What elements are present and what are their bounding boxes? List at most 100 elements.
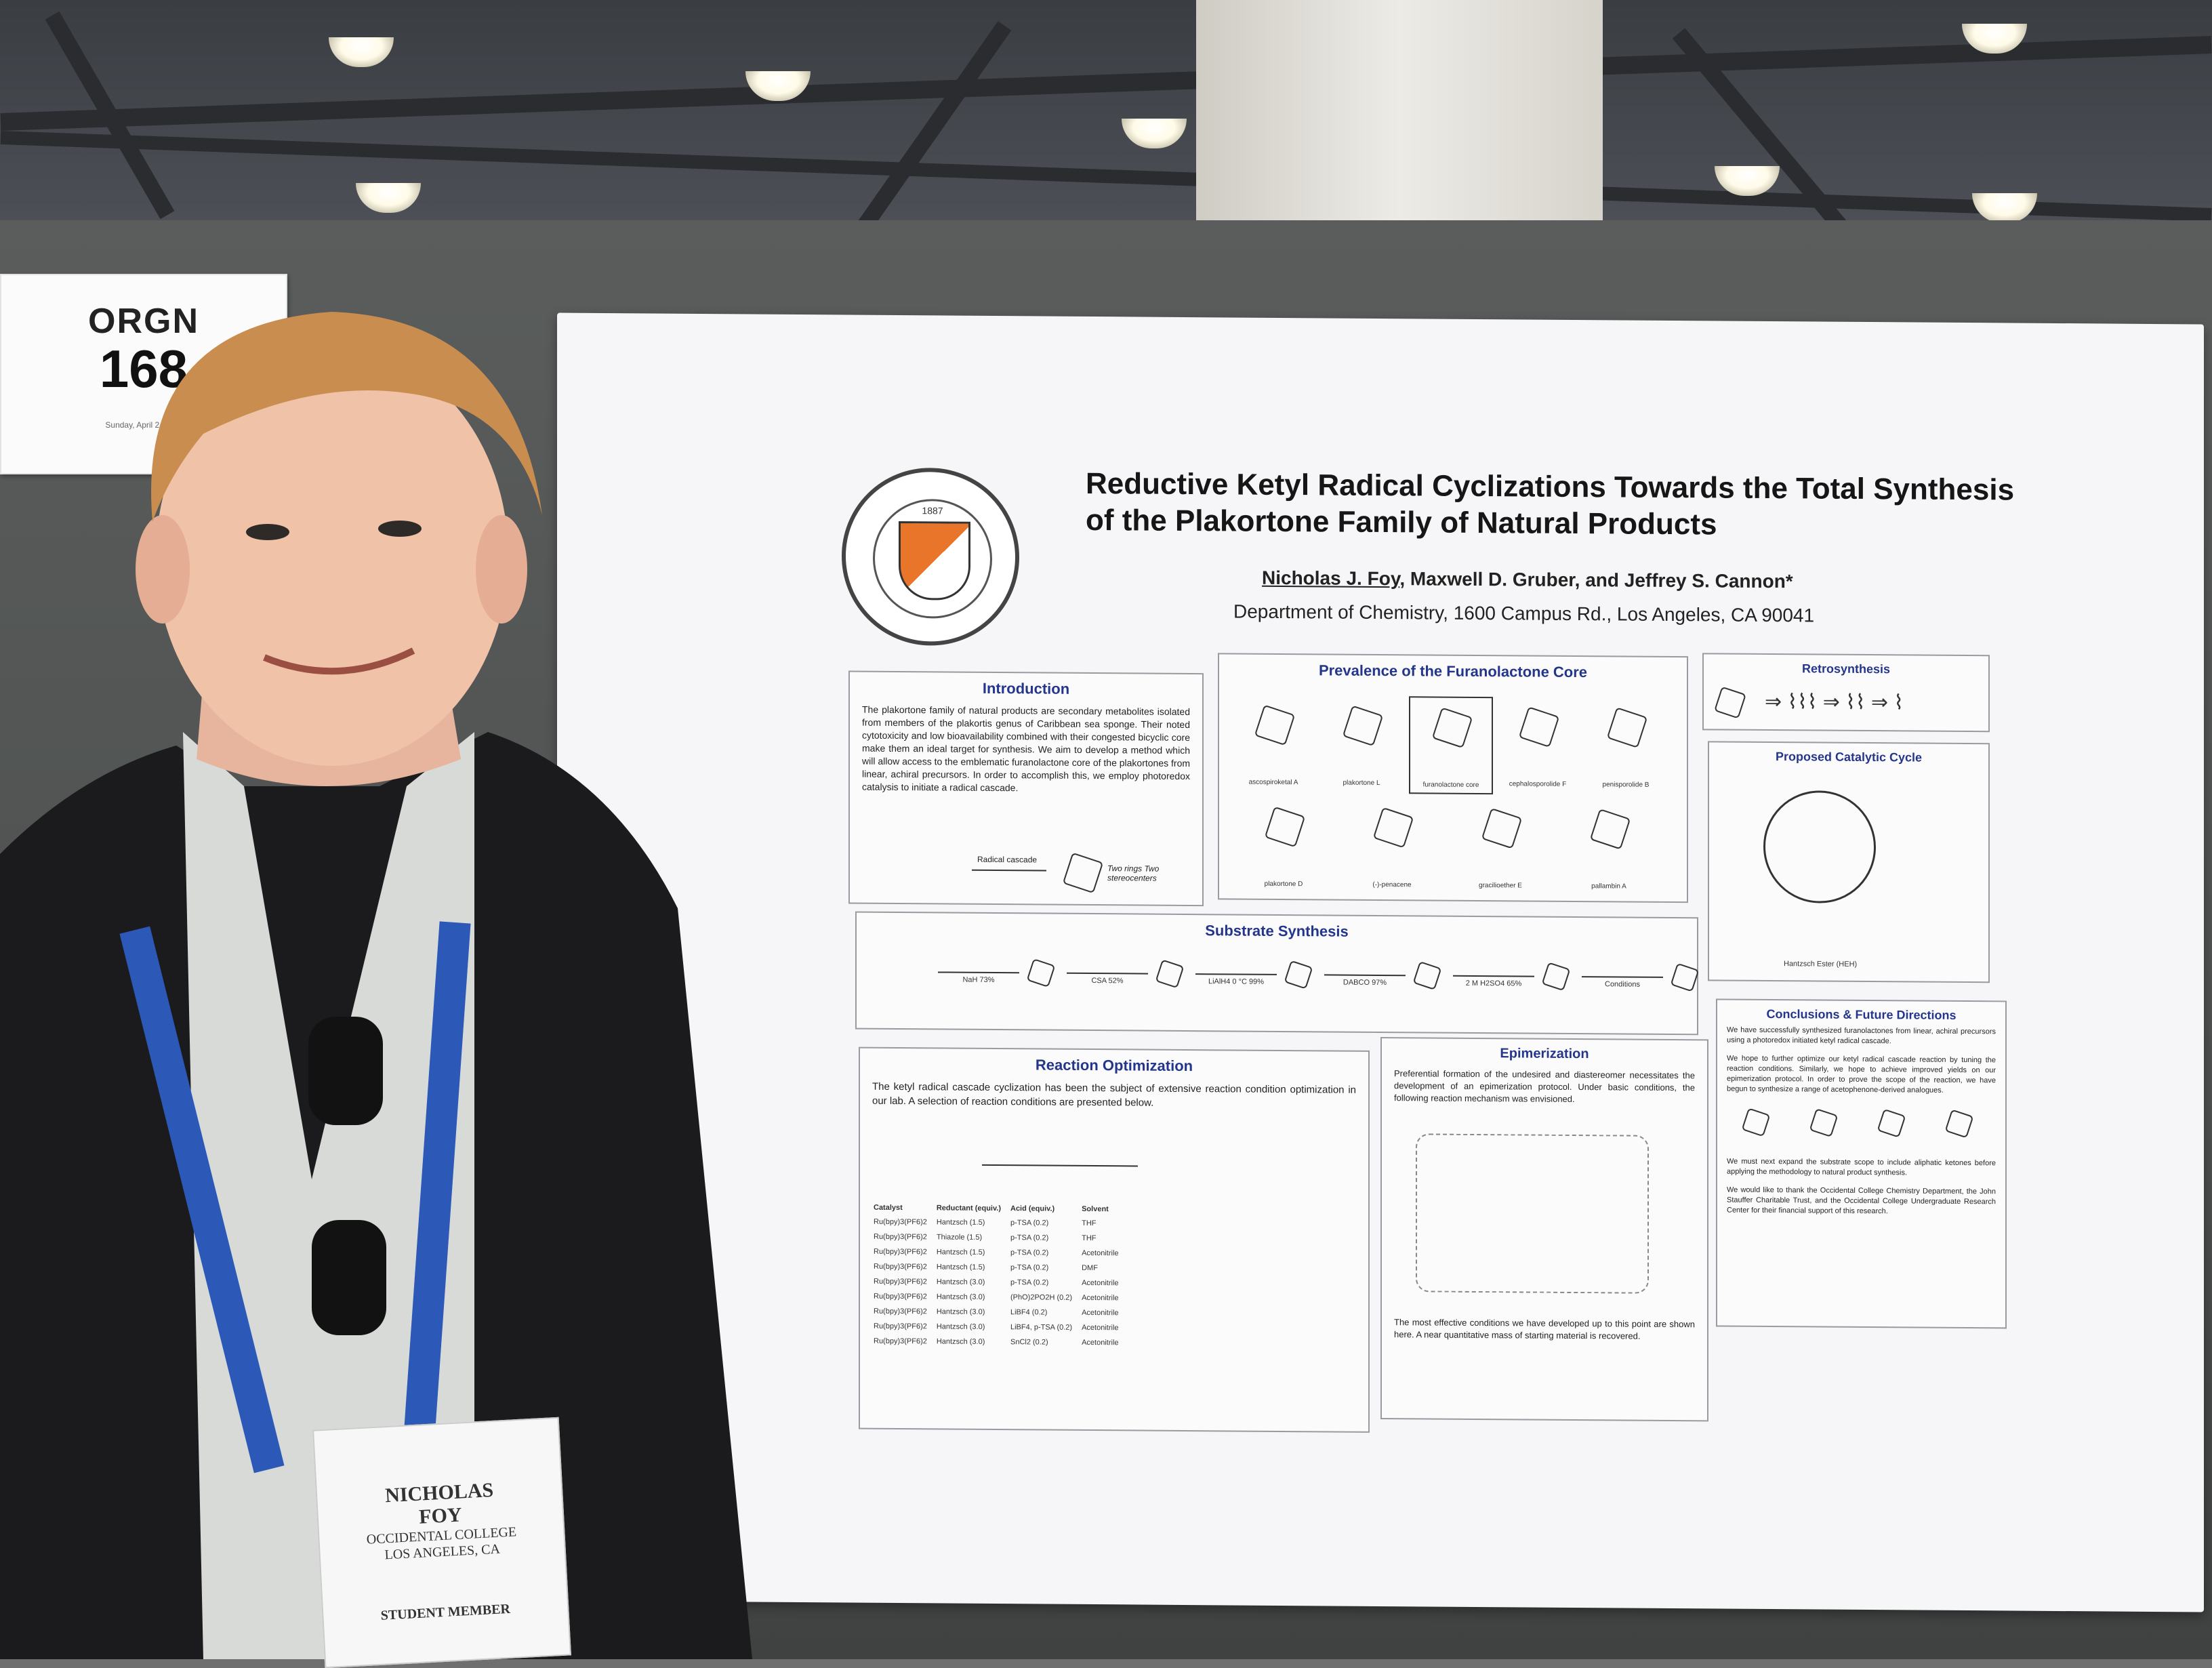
table-cell: DMF xyxy=(1082,1263,1098,1273)
co-authors: , Maxwell D. Gruber, and Jeffrey S. Cann… xyxy=(1399,568,1793,592)
panel-catalytic-cycle: Proposed Catalytic Cycle Hantzsch Ester … xyxy=(1708,741,1990,983)
table-row: Ru(bpy)3(PF6)2 Hantzsch (3.0) p-TSA (0.2) A… xyxy=(874,1274,1128,1291)
compound-cell: plakortone D xyxy=(1233,796,1334,892)
step-conditions: LiAlH4 0 °C 99% xyxy=(1208,977,1265,986)
panel-epimerization: Epimerization Preferential formation of … xyxy=(1380,1037,1708,1422)
seal-year: 1887 xyxy=(922,505,943,516)
compound-cell: furanolactone core xyxy=(1409,696,1493,795)
right-eye xyxy=(378,521,422,537)
retro-arrows: ⇒ ⌇⌇⌇ ⇒ ⌇⌇ ⇒ ⌇ xyxy=(1765,690,1904,714)
hair xyxy=(151,312,542,522)
table-header-cell: Solvent xyxy=(1082,1204,1109,1214)
compound-cell: (-)-penacene xyxy=(1341,798,1443,893)
table-row: Ru(bpy)3(PF6)2 Hantzsch (1.5) p-TSA (0.2) A… xyxy=(874,1244,1128,1261)
step-conditions: DABCO 97% xyxy=(1343,978,1387,988)
synthesis-step: LiAlH4 0 °C 99% xyxy=(1195,962,1277,986)
section-body-2: The most effective conditions we have de… xyxy=(1394,1317,1695,1341)
poster-title: Reductive Ketyl Radical Cyclizations Tow… xyxy=(1086,466,2015,542)
table-row: Ru(bpy)3(PF6)2 Hantzsch (3.0) LiBF4, p-TSA… xyxy=(874,1319,1128,1336)
molecule-drawing xyxy=(1431,707,1473,749)
section-heading: Proposed Catalytic Cycle xyxy=(1775,750,1923,765)
synthesis-step: DABCO 97% xyxy=(1324,963,1406,987)
table-cell: Ru(bpy)3(PF6)2 xyxy=(874,1322,927,1331)
molecule-drawing xyxy=(1541,962,1571,992)
section-heading: Epimerization xyxy=(1500,1046,1589,1062)
synthesis-step: NaH 73% xyxy=(938,960,1019,984)
arrow-label: Radical cascade xyxy=(977,854,1038,865)
section-heading: Retrosynthesis xyxy=(1801,662,1891,676)
synthesis-step: Conditions xyxy=(1582,965,1663,989)
compound-name: plakortone L xyxy=(1343,779,1380,787)
lead-author: Nicholas J. Foy xyxy=(1262,567,1400,590)
step-conditions: 2 M H2SO4 65% xyxy=(1465,979,1522,988)
table-cell: Hantzsch (3.0) xyxy=(936,1278,985,1286)
poster-authors: Nicholas J. Foy, Maxwell D. Gruber, and … xyxy=(1262,567,1793,592)
molecule-drawing xyxy=(1026,958,1056,988)
compound-name: (-)-penacene xyxy=(1372,880,1412,889)
table-cell: Ru(bpy)3(PF6)2 xyxy=(874,1277,927,1286)
molecule-drawing xyxy=(1372,807,1414,849)
table-header-cell: Acid (equiv.) xyxy=(1010,1204,1055,1213)
table-row: Ru(bpy)3(PF6)2 Hantzsch (3.0) LiBF4 (0.2) A… xyxy=(874,1304,1128,1321)
table-cell: Ru(bpy)3(PF6)2 xyxy=(874,1232,927,1242)
section-heading: Prevalence of the Furanolactone Core xyxy=(1318,662,1588,681)
table-cell: Acetonitrile xyxy=(1082,1248,1119,1258)
compound-name: gracilioether E xyxy=(1479,882,1522,890)
section-body-2: We hope to further optimize our ketyl ra… xyxy=(1727,1054,1996,1095)
seal-shield-icon xyxy=(899,521,970,601)
synthesis-step: 2 M H2SO4 65% xyxy=(1453,964,1534,988)
table-cell: p-TSA (0.2) xyxy=(1010,1278,1049,1287)
section-body: We have successfully synthesized furanol… xyxy=(1727,1025,1996,1046)
table-row: Ru(bpy)3(PF6)2 Hantzsch (3.0) (PhO)2PO2H (… xyxy=(874,1289,1128,1306)
left-eye xyxy=(246,524,289,540)
sign-division: ORGN xyxy=(88,302,199,341)
molecule-drawing xyxy=(1481,807,1523,849)
table-cell: Ru(bpy)3(PF6)2 xyxy=(874,1217,927,1227)
molecule-drawing xyxy=(1342,705,1384,747)
molecule-drawing xyxy=(1412,960,1442,990)
table-cell: Ru(bpy)3(PF6)2 xyxy=(874,1337,927,1346)
left-ear xyxy=(136,515,190,624)
name-badge: NICHOLAS FOY OCCIDENTAL COLLEGE LOS ANGE… xyxy=(312,1417,571,1668)
step-conditions: CSA 52% xyxy=(1091,977,1124,985)
table-cell: THF xyxy=(1082,1219,1097,1228)
reaction-arrow xyxy=(982,1164,1138,1167)
compound-cell: pallambin A xyxy=(1558,799,1660,895)
compound-cell: ascospiroketal A xyxy=(1233,695,1314,790)
compound-cell: gracilioether E xyxy=(1450,798,1551,894)
molecule-drawing xyxy=(1670,962,1700,992)
poster-department: Department of Chemistry, 1600 Campus Rd.… xyxy=(1233,601,1815,626)
molecule-drawing xyxy=(1062,852,1104,894)
compound-name: plakortone D xyxy=(1264,880,1303,889)
table-cell: Hantzsch (1.5) xyxy=(936,1263,985,1272)
panel-introduction: Introduction The plakortone family of na… xyxy=(848,670,1204,907)
table-cell: LiBF4, p-TSA (0.2) xyxy=(1010,1323,1073,1332)
table-header-cell: Reductant (equiv.) xyxy=(936,1204,1001,1213)
hantzsch-label: Hantzsch Ester (HEH) xyxy=(1784,960,1858,969)
table-cell: p-TSA (0.2) xyxy=(1010,1248,1049,1257)
table-header-cell: Catalyst xyxy=(874,1203,903,1213)
table-header-row: Catalyst Reductant (equiv.) Acid (equiv.) S… xyxy=(874,1201,1128,1217)
table-row: Ru(bpy)3(PF6)2 Hantzsch (3.0) SnCl2 (0.2) A… xyxy=(874,1334,1128,1351)
molecule-drawing xyxy=(1606,707,1648,748)
molecule-drawing xyxy=(1589,809,1631,850)
table-cell: Hantzsch (3.0) xyxy=(936,1322,985,1331)
research-poster: 1887 Reductive Ketyl Radical Cyclization… xyxy=(557,312,2204,1612)
table-cell: Hantzsch (1.5) xyxy=(936,1218,985,1227)
table-cell: Acetonitrile xyxy=(1082,1278,1119,1288)
table-cell: THF xyxy=(1082,1234,1097,1243)
analogue-molecules xyxy=(1717,1098,2005,1154)
panel-conclusions: Conclusions & Future Directions We have … xyxy=(1716,998,2007,1329)
table-row: Ru(bpy)3(PF6)2 Thiazole (1.5) p-TSA (0.2) T… xyxy=(874,1229,1128,1246)
panel-reaction-optimization: Reaction Optimization The ketyl radical … xyxy=(859,1046,1370,1433)
compound-cell: cephalosporolide F xyxy=(1497,697,1578,792)
molecule-drawing xyxy=(1264,806,1306,848)
section-body: The ketyl radical cascade cyclization ha… xyxy=(872,1080,1356,1109)
table-row: Ru(bpy)3(PF6)2 Hantzsch (1.5) p-TSA (0.2) D… xyxy=(874,1259,1128,1276)
optimization-table: Catalyst Reductant (equiv.) Acid (equiv.) S… xyxy=(874,1201,1128,1351)
section-body: Preferential formation of the undesired … xyxy=(1394,1068,1695,1105)
compound-name: penisporolide B xyxy=(1602,781,1650,789)
compound-cell: penisporolide B xyxy=(1585,697,1666,793)
smile xyxy=(263,647,415,675)
sunglasses-icon xyxy=(308,1017,383,1125)
